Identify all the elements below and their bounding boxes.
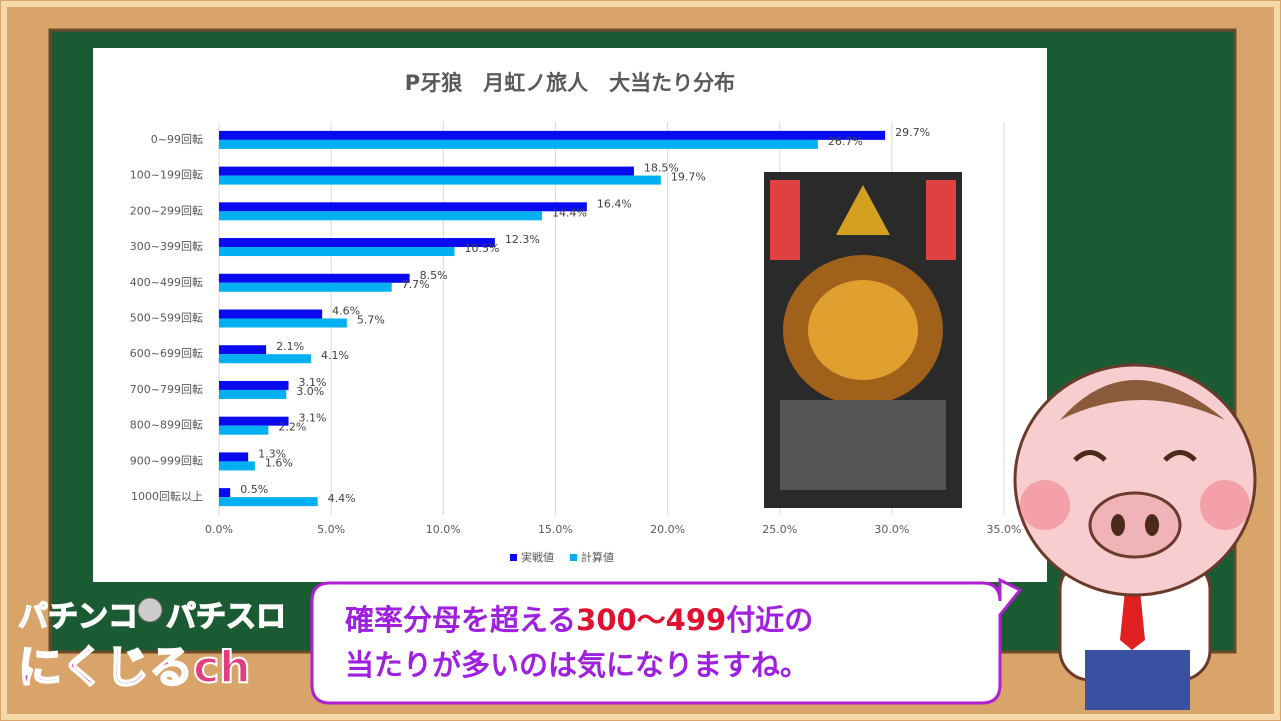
chart-title: P牙狼 月虹ノ旅人 大当たり分布 [405,71,735,95]
bar [219,318,347,328]
value-label: 29.7% [895,126,930,139]
bar [219,166,634,176]
x-tick-label: 5.0% [317,523,345,536]
y-tick-label: 200~299回転 [130,204,203,217]
speech-bubble: 確率分母を超える300〜499付近の 当たりが多いのは気になりますね。 [310,577,1023,705]
x-tick-label: 0.0% [205,523,233,536]
bar [219,497,318,507]
value-label: 2.2% [278,421,306,434]
y-tick-label: 100~199回転 [130,169,203,182]
legend-label: 実戦値 [521,550,554,564]
logo-text: パチンコ [18,600,138,635]
bar [219,461,255,471]
machine-image [764,172,962,508]
y-tick-label: 300~399回転 [130,240,203,253]
value-label: 3.1% [299,412,327,425]
bar [219,380,289,390]
logo-text: パチスロ [166,600,286,635]
y-tick-label: 900~999回転 [130,454,203,467]
legend-label: 計算値 [581,550,614,564]
value-label: 18.5% [644,162,679,175]
x-tick-label: 30.0% [874,523,909,536]
bar [219,139,818,149]
value-label: 5.7% [357,314,385,327]
x-tick-label: 10.0% [426,523,461,536]
bar [219,345,267,355]
logo-ball [137,597,163,623]
bar [219,202,587,212]
bar [219,238,495,248]
bar [219,488,231,498]
x-tick-label: 20.0% [650,523,685,536]
value-label: 3.0% [296,385,324,398]
bar [219,130,886,140]
character [1013,363,1257,710]
value-label: 4.6% [332,305,360,318]
caption-line: 当たりが多いのは気になりますね。 [345,648,809,682]
value-label: 4.4% [328,492,356,505]
y-tick-label: 0~99回転 [151,133,203,146]
value-label: 1.6% [265,456,293,469]
caption-line: 確率分母を超える300〜499付近の [345,603,813,637]
y-tick-label: 800~899回転 [130,419,203,432]
legend-swatch [510,554,517,561]
value-label: 2.1% [276,340,304,353]
value-label: 16.4% [597,197,632,210]
x-tick-label: 25.0% [762,523,797,536]
caption-text: 確率分母を超える [345,603,576,637]
bar [219,416,289,426]
y-tick-label: 600~699回転 [130,347,203,360]
x-tick-label: 35.0% [987,523,1022,536]
caption-highlight: 300〜499 [576,603,726,637]
bar [219,211,542,221]
value-label: 4.1% [321,349,349,362]
x-tick-label: 15.0% [538,523,573,536]
bar [219,425,269,435]
y-tick-label: 400~499回転 [130,276,203,289]
bar [219,452,249,462]
legend-swatch [570,554,577,561]
value-label: 1.3% [258,447,286,460]
value-label: 7.7% [402,278,430,291]
plot: 0.0% 5.0% 10.0% 15.0% 20.0% 25.0% 30.0% 35.0% 0~… [130,122,1022,564]
value-label: 19.7% [671,171,706,184]
y-tick-label: 500~599回転 [130,312,203,325]
value-label: 26.7% [828,135,863,148]
bar [219,389,287,399]
bar [219,175,661,185]
value-label: 0.5% [240,483,268,496]
y-tick-label: 1000回転以上 [131,490,203,503]
value-label: 10.5% [465,242,500,255]
logo: パチンコ パチスロ にくじるch [17,597,287,694]
y-tick-label: 700~799回転 [130,383,203,396]
bar [219,282,392,292]
bar [219,354,311,364]
caption-text: 付近の [726,603,813,637]
bar [219,273,410,283]
logo-text: にくじるch [18,642,251,693]
value-label: 8.5% [420,269,448,282]
bar [219,247,455,257]
value-label: 3.1% [299,376,327,389]
value-label: 12.3% [505,233,540,246]
bar [219,309,323,319]
value-label: 14.4% [552,206,587,219]
